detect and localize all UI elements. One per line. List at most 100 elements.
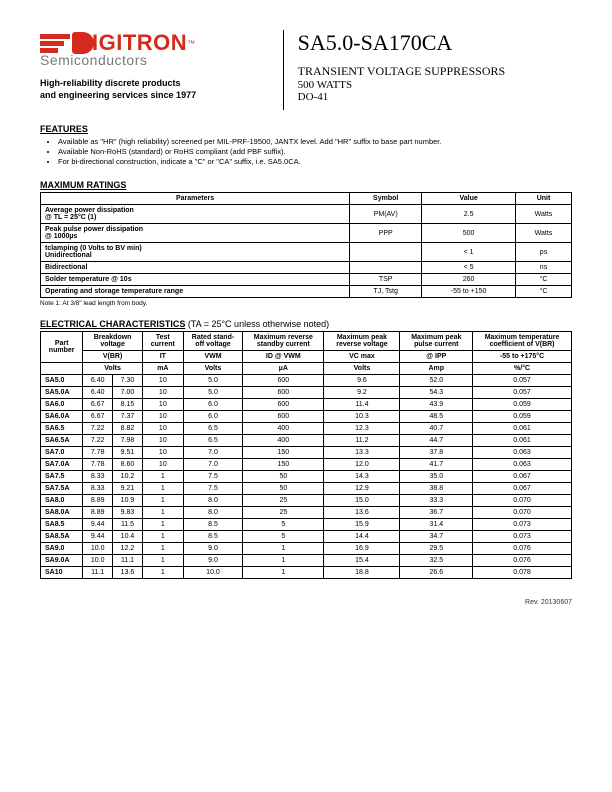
- cell: 1: [142, 495, 183, 507]
- cell: 10.2: [113, 471, 143, 483]
- cell: 1: [142, 519, 183, 531]
- cell: 37.8: [400, 447, 473, 459]
- h3-ua: µA: [243, 363, 324, 375]
- cell: 11.1: [83, 567, 113, 579]
- cell: SA6.5: [41, 423, 83, 435]
- cell: 10.3: [324, 411, 400, 423]
- cell: 1: [142, 543, 183, 555]
- cell: 1: [142, 483, 183, 495]
- logo-block: IGITRON ™ Semiconductors High-reliabilit…: [40, 30, 269, 101]
- cell: 7.22: [83, 423, 113, 435]
- ratings-heading: MAXIMUM RATINGS: [40, 180, 572, 190]
- cell: SA6.0A: [41, 411, 83, 423]
- table-row: SA8.5A9.4410.418.5514.434.70.073: [41, 531, 572, 543]
- table-row: tclamping (0 Volts to BV min) Unidirecti…: [41, 243, 572, 262]
- cell: 34.7: [400, 531, 473, 543]
- cell: SA8.5A: [41, 531, 83, 543]
- cell: 1: [142, 507, 183, 519]
- cell: °C: [516, 286, 572, 298]
- h-peakpulse: Maximum peak pulse current: [400, 332, 473, 351]
- cell: 150: [243, 459, 324, 471]
- cell: 7.37: [113, 411, 143, 423]
- cell: 8.33: [83, 483, 113, 495]
- table-row: SA6.06.678.15106.060011.443.90.059: [41, 399, 572, 411]
- cell: 11.1: [113, 555, 143, 567]
- elec-header-row2: V(BR) IT VWM ID @ VWM VC max @ IPP -55 t…: [41, 351, 572, 363]
- cell: 7.5: [183, 483, 243, 495]
- cell: 25: [243, 507, 324, 519]
- cell: 0.059: [473, 411, 572, 423]
- cell: 38.8: [400, 483, 473, 495]
- col-symbol: Symbol: [350, 193, 422, 205]
- cell: 260: [422, 274, 516, 286]
- title-block: SA5.0-SA170CA TRANSIENT VOLTAGE SUPPRESS…: [298, 30, 572, 103]
- subtitle: TRANSIENT VOLTAGE SUPPRESSORS: [298, 64, 572, 79]
- cell: PM(AV): [350, 205, 422, 224]
- h3-ma: mA: [142, 363, 183, 375]
- cell: SA9.0: [41, 543, 83, 555]
- elec-heading-text: ELECTRICAL CHARACTERISTICS: [40, 319, 185, 329]
- cell: 7.30: [113, 375, 143, 387]
- cell: [350, 262, 422, 274]
- elec-header-row3: Volts mA Volts µA Volts Amp %/°C: [41, 363, 572, 375]
- cell: 41.7: [400, 459, 473, 471]
- cell: 0.067: [473, 483, 572, 495]
- cell: 14.3: [324, 471, 400, 483]
- tagline-line2: and engineering services since 1977: [40, 90, 196, 100]
- cell: 11.4: [324, 399, 400, 411]
- cell: 10: [142, 399, 183, 411]
- cell: 11.5: [113, 519, 143, 531]
- col-unit: Unit: [516, 193, 572, 205]
- table-row: SA8.0A8.899.8318.02513.636.70.070: [41, 507, 572, 519]
- cell: 26.6: [400, 567, 473, 579]
- cell: 6.0: [183, 399, 243, 411]
- cell: 33.3: [400, 495, 473, 507]
- cell: 600: [243, 399, 324, 411]
- cell: 10: [142, 423, 183, 435]
- table-row: SA6.57.228.82106.540012.340.70.061: [41, 423, 572, 435]
- cell: Bidirectional: [41, 262, 350, 274]
- cell: 8.89: [83, 495, 113, 507]
- cell: 10.9: [113, 495, 143, 507]
- cell: 6.40: [83, 375, 113, 387]
- h2-ipp: @ IPP: [400, 351, 473, 363]
- cell: 11.2: [324, 435, 400, 447]
- cell: 9.6: [324, 375, 400, 387]
- cell: 7.0: [183, 447, 243, 459]
- header: IGITRON ™ Semiconductors High-reliabilit…: [40, 30, 572, 110]
- cell: SA8.0A: [41, 507, 83, 519]
- cell: 7.0: [183, 459, 243, 471]
- cell: 0.076: [473, 555, 572, 567]
- cell: 10.0: [83, 555, 113, 567]
- cell: 1: [243, 555, 324, 567]
- cell: SA6.5A: [41, 435, 83, 447]
- wattage: 500 WATTS: [298, 79, 572, 91]
- cell: 12.3: [324, 423, 400, 435]
- h2-id: ID @ VWM: [243, 351, 324, 363]
- revision: Rev. 20130607: [40, 599, 572, 606]
- cell: SA7.5: [41, 471, 83, 483]
- col-value: Value: [422, 193, 516, 205]
- cell: 50: [243, 471, 324, 483]
- tagline: High-reliability discrete products and e…: [40, 78, 269, 101]
- cell: 9.0: [183, 543, 243, 555]
- feature-item: For bi-directional construction, indicat…: [58, 157, 572, 166]
- cell: 0.059: [473, 399, 572, 411]
- cell: -55 to +150: [422, 286, 516, 298]
- cell: 7.00: [113, 387, 143, 399]
- cell: 43.9: [400, 399, 473, 411]
- cell: 15.0: [324, 495, 400, 507]
- cell: 54.3: [400, 387, 473, 399]
- cell: SA10: [41, 567, 83, 579]
- h3-pct: %/°C: [473, 363, 572, 375]
- cell: 0.070: [473, 495, 572, 507]
- cell: 52.0: [400, 375, 473, 387]
- cell: 9.21: [113, 483, 143, 495]
- cell: 8.5: [183, 531, 243, 543]
- cell: 5.0: [183, 375, 243, 387]
- h3-amp: Amp: [400, 363, 473, 375]
- part-title: SA5.0-SA170CA: [298, 30, 572, 56]
- cell: 14.4: [324, 531, 400, 543]
- h-tempco: Maximum temperature coefficient of V(BR): [473, 332, 572, 351]
- cell: 6.67: [83, 411, 113, 423]
